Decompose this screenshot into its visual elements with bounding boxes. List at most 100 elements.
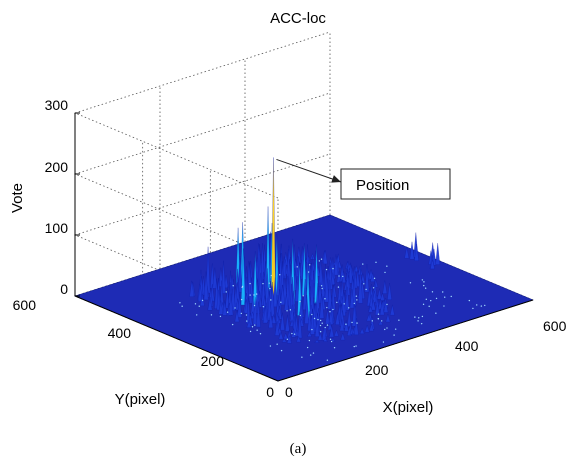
floor-speckle: [194, 303, 197, 305]
floor-speckle: [421, 315, 424, 318]
floor-speckle: [299, 300, 301, 303]
vote-spike: [349, 289, 355, 309]
floor-speckle: [270, 274, 272, 277]
floor-speckle: [420, 322, 423, 325]
vote-spike: [380, 292, 385, 301]
vote-spike: [237, 294, 242, 318]
floor-speckle: [240, 312, 243, 315]
floor-speckle: [181, 305, 183, 307]
floor-speckle: [308, 339, 311, 342]
annotation-arrowhead: [331, 175, 341, 183]
vote-spike: [274, 321, 280, 336]
floor-speckle: [435, 297, 438, 300]
floor-speckle: [254, 324, 256, 326]
vote-spike: [283, 332, 289, 340]
floor-speckle: [249, 330, 252, 333]
vote-spike: [199, 293, 205, 306]
floor-speckle: [362, 263, 364, 265]
vote-spike: [297, 311, 303, 339]
vote-spike: [278, 331, 284, 340]
vote-spike: [325, 309, 330, 325]
y-tick-label: 400: [108, 325, 132, 341]
vote-spike: [314, 339, 320, 343]
floor-speckle: [296, 266, 298, 268]
vote-spike: [281, 338, 287, 343]
vote-spike: [341, 271, 347, 283]
floor-speckle: [337, 286, 340, 288]
vote-spike: [286, 335, 292, 344]
y-axis-title: Y(pixel): [115, 391, 166, 408]
vote-spike: [379, 300, 385, 316]
floor-speckle: [329, 338, 332, 341]
floor-speckle: [293, 333, 296, 335]
floor-speckle: [280, 301, 282, 304]
floor-speckle: [319, 324, 322, 327]
vote-spike: [330, 338, 336, 342]
floor-speckle: [332, 267, 334, 270]
floor-speckle: [484, 304, 486, 307]
vote-spike: [377, 288, 382, 300]
floor-speckle: [226, 311, 229, 313]
z-tick-label: 300: [45, 97, 69, 113]
vote-spike: [364, 264, 370, 293]
floor-speckle: [414, 316, 416, 318]
floor-speckle: [299, 314, 302, 317]
floor-speckle: [424, 287, 427, 289]
vote-spike: [271, 314, 277, 324]
y-tick-label: 600: [13, 297, 37, 313]
vote-spike: [353, 318, 359, 335]
x-tick-label: 200: [365, 362, 389, 378]
grid-line: [73, 31, 331, 199]
floor-speckle: [384, 328, 386, 331]
vote-spike: [370, 272, 376, 282]
floor-speckle: [279, 274, 281, 276]
vote-spike: [307, 311, 312, 332]
floor-speckle: [386, 265, 388, 267]
vote-spikes: [179, 157, 486, 361]
vote-spike: [372, 290, 377, 303]
vote-spike: [335, 312, 340, 325]
floor-speckle: [319, 319, 322, 322]
vote-spike: [284, 293, 289, 311]
floor-speckle: [249, 294, 251, 296]
floor-speckle: [386, 327, 388, 329]
vote-spike: [341, 290, 346, 316]
y-tick-labels: 600 400 200 0: [13, 297, 275, 400]
floor-speckle: [262, 282, 264, 285]
vote-spike: [256, 301, 261, 328]
floor-speckle: [371, 320, 373, 322]
floor-speckle: [355, 345, 357, 347]
floor-speckle: [468, 299, 471, 302]
floor-speckle: [450, 295, 452, 298]
floor-speckle: [377, 318, 380, 320]
floor-speckle: [318, 260, 321, 262]
floor-speckle: [398, 319, 400, 321]
chart-title: ACC-loc: [270, 10, 326, 27]
floor-speckle: [431, 291, 434, 293]
vote-spike: [329, 325, 335, 338]
vote-spike: [334, 329, 339, 337]
vote-spike: [344, 286, 350, 311]
x-axis-title: X(pixel): [383, 399, 434, 416]
x-axis-line: [277, 299, 534, 382]
vote-spike: [296, 335, 301, 343]
floor-speckle: [365, 288, 367, 291]
floor-speckle: [345, 323, 347, 325]
floor-speckle: [325, 268, 328, 271]
floor-speckle: [372, 287, 375, 289]
vote-spike: [317, 331, 323, 341]
floor-speckle: [253, 294, 255, 296]
vote-spike: [324, 272, 330, 303]
vote-spike: [322, 338, 328, 342]
z-tick-labels: 300 200 100 0: [45, 97, 69, 297]
floor-speckle: [476, 304, 478, 306]
floor-speckle: [423, 284, 425, 287]
floor-speckle: [332, 308, 334, 311]
floor-speckle: [435, 312, 437, 314]
floor-speckle: [384, 271, 386, 274]
floor-speckle: [269, 345, 272, 347]
floor-speckle: [353, 345, 355, 348]
x-tick-label: 600: [543, 318, 567, 334]
floor-speckle: [179, 302, 181, 304]
